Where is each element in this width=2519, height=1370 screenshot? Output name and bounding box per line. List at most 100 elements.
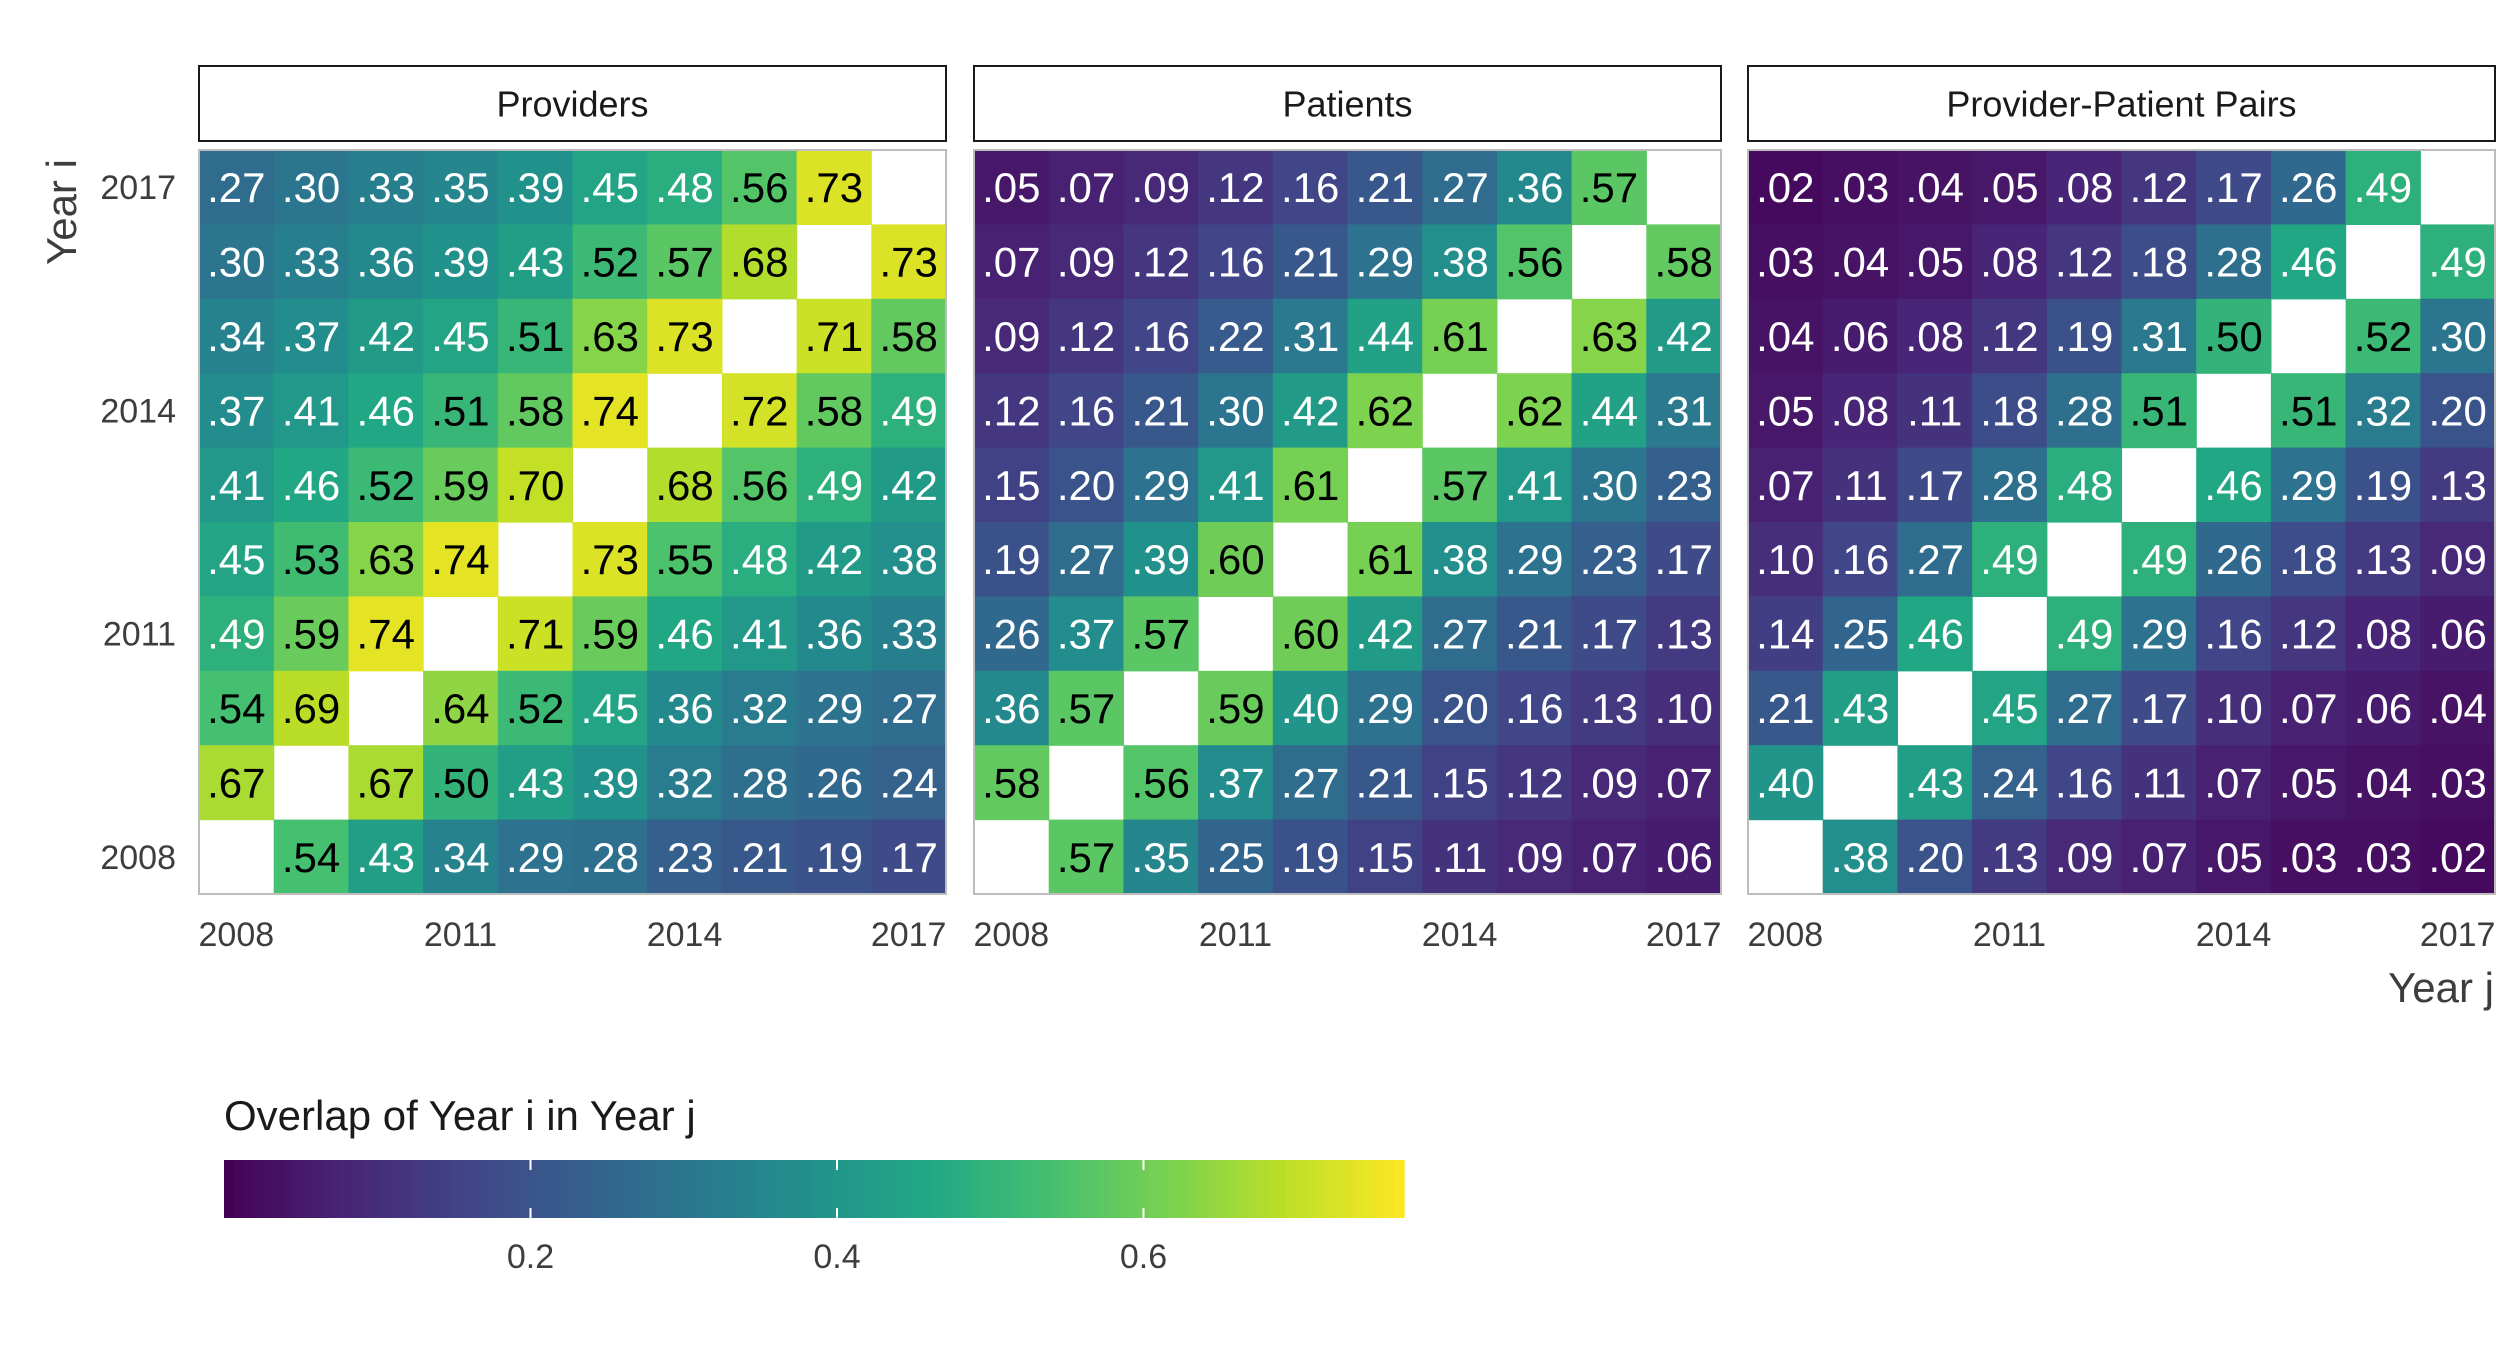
cell-label: .12: [1206, 164, 1264, 211]
y-tick-label: 2011: [103, 616, 176, 654]
cell-label: .03: [2428, 759, 2486, 806]
cell-label: .58: [879, 313, 937, 360]
cell-label: .57: [1580, 164, 1638, 211]
heatmap-cell: [871, 670, 947, 746]
cell-label: .36: [805, 611, 863, 658]
cell-label: .23: [1580, 536, 1638, 583]
cell-label: .27: [1057, 536, 1115, 583]
cell-label: .52: [581, 239, 639, 286]
legend-gradient-segment: [538, 1160, 550, 1218]
cell-label: .26: [805, 759, 863, 806]
cell-label: .12: [1980, 313, 2038, 360]
heatmap-cell: [1048, 596, 1124, 672]
cell-label: .30: [1580, 462, 1638, 509]
cell-label: .58: [506, 387, 564, 434]
heatmap-cell: [1822, 819, 1898, 895]
cell-label: .32: [2354, 387, 2412, 434]
cell-label: .03: [1831, 164, 1889, 211]
heatmap-cell: [2420, 298, 2496, 374]
cell-label: .21: [1756, 685, 1814, 732]
heatmap-cell: [1347, 670, 1423, 746]
legend-gradient-segment: [1207, 1160, 1218, 1218]
heatmap-cell: [1123, 373, 1199, 449]
cell-label: .15: [1356, 834, 1414, 881]
legend-gradient-segment: [1177, 1160, 1189, 1218]
heatmap-cell: [1748, 373, 1824, 449]
heatmap-cell: [1646, 224, 1722, 300]
heatmap-cell: [1272, 298, 1349, 374]
legend-gradient-segment: [735, 1160, 746, 1218]
cell-label: .71: [506, 611, 564, 658]
cell-label: .33: [282, 239, 340, 286]
heatmap-cell: [1347, 150, 1423, 225]
cell-label: .09: [1057, 239, 1115, 286]
cell-label: .06: [2428, 611, 2486, 658]
x-tick-label: 2014: [647, 916, 723, 954]
cell-label: .11: [1907, 387, 1962, 434]
heatmap-cell: [1748, 522, 1824, 597]
legend-gradient-segment: [1128, 1160, 1140, 1218]
cell-label: .73: [879, 239, 937, 286]
cell-label: .74: [357, 611, 415, 658]
legend-gradient-segment: [1227, 1160, 1238, 1218]
cell-label: .45: [1980, 685, 2038, 732]
legend-gradient-segment: [469, 1160, 481, 1218]
cell-label: .53: [282, 536, 340, 583]
heatmap-cell: [2270, 596, 2347, 672]
heatmap-cell: [348, 373, 424, 449]
heatmap-cell: [1496, 522, 1573, 597]
heatmap-cell: [1422, 447, 1498, 523]
cell-label: .51: [2130, 387, 2188, 434]
heatmap-cell: [1571, 670, 1647, 746]
heatmap-cell: [199, 670, 275, 746]
cell-label: .38: [1831, 834, 1889, 881]
cell-label: .48: [655, 164, 713, 211]
heatmap-cell: [1048, 224, 1124, 300]
cell-label: .28: [581, 834, 639, 881]
legend-gradient-segment: [1050, 1160, 1061, 1218]
heatmap-cell: [974, 150, 1050, 225]
cell-label: .21: [1281, 239, 1339, 286]
cell-label: .11: [2131, 759, 2186, 806]
legend-gradient-segment: [814, 1160, 825, 1218]
heatmap-cell: [974, 596, 1050, 672]
cell-label: .44: [1356, 313, 1414, 360]
cell-label: .21: [1132, 387, 1190, 434]
legend-gradient-segment: [263, 1160, 274, 1218]
heatmap-cell: [2196, 522, 2272, 597]
heatmap-cell: [1496, 819, 1573, 895]
heatmap-cell: [273, 596, 349, 672]
cell-label: .18: [2279, 536, 2337, 583]
cell-label: .19: [2055, 313, 2113, 360]
cell-label: .28: [1980, 462, 2038, 509]
legend-gradient-segment: [794, 1160, 805, 1218]
heatmap-cell: [647, 447, 723, 523]
cell-label: .16: [1831, 536, 1889, 583]
legend-gradient-segment: [292, 1160, 304, 1218]
cell-label: .42: [1654, 313, 1712, 360]
legend-gradient-segment: [1138, 1160, 1150, 1218]
y-tick-label: 2017: [100, 169, 176, 207]
heatmap-cell: [1422, 596, 1498, 672]
heatmap-cell: [2196, 298, 2272, 374]
legend-gradient-segment: [676, 1160, 687, 1218]
cell-label: .41: [1505, 462, 1563, 509]
cell-label: .14: [1756, 611, 1814, 658]
heatmap-cell: [1272, 373, 1349, 449]
cell-label: .06: [2354, 685, 2412, 732]
heatmap-cell: [2420, 670, 2496, 746]
heatmap-cell: [348, 150, 424, 225]
cell-label: .60: [1281, 611, 1339, 658]
panel-strip: [973, 65, 1722, 142]
heatmap-cell: [1646, 447, 1722, 523]
legend-gradient-segment: [725, 1160, 737, 1218]
cell-label: .62: [1505, 387, 1563, 434]
heatmap-cell: [497, 373, 574, 449]
heatmap-cell: [2121, 522, 2197, 597]
cell-label: .30: [282, 164, 340, 211]
legend-gradient-segment: [1374, 1160, 1386, 1218]
legend-gradient-segment: [637, 1160, 648, 1218]
y-tick-label: 2008: [100, 839, 176, 877]
heatmap-cell: [1422, 224, 1498, 300]
legend-gradient-segment: [656, 1160, 668, 1218]
